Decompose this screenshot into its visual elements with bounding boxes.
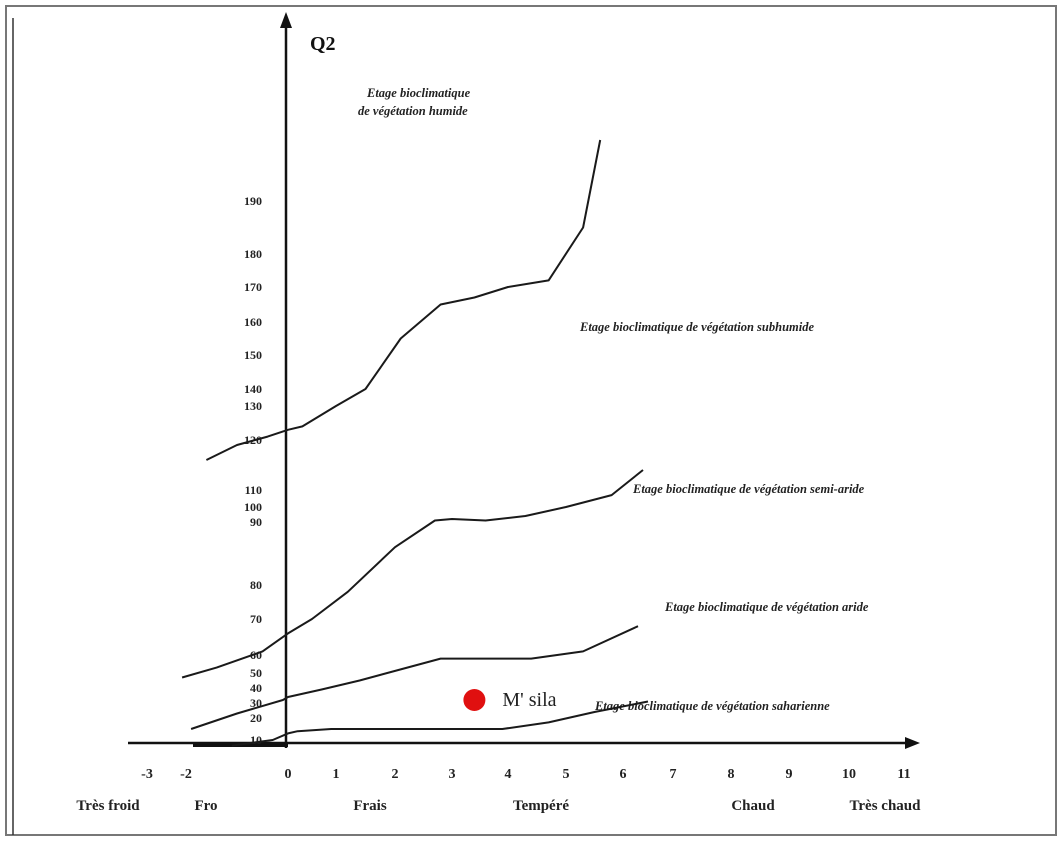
x-tick-label: 9 <box>786 767 793 782</box>
etage-subhumide-label: Etage bioclimatique de végétation subhum… <box>579 320 814 334</box>
y-tick-label: 10 <box>250 733 262 747</box>
y-tick-label: 170 <box>244 280 262 294</box>
station-point <box>463 689 486 711</box>
y-tick-label: 70 <box>250 612 262 626</box>
zone-label: Chaud <box>731 798 775 814</box>
zone-label: Tempéré <box>513 798 569 814</box>
x-tick-label: 6 <box>620 767 627 782</box>
boundary-curves <box>181 139 649 747</box>
boundary-curve-2 <box>181 469 644 679</box>
y-tick-label: 80 <box>250 578 262 592</box>
etage-saharienne-label: Etage bioclimatique de végétation sahari… <box>594 699 830 713</box>
x-tick-label: 11 <box>897 767 910 782</box>
x-tick-label: 1 <box>333 767 340 782</box>
y-axis-arrow <box>280 12 292 28</box>
etage-aride-label: Etage bioclimatique de végétation aride <box>664 600 869 614</box>
y-tick-label: 100 <box>244 500 262 514</box>
x-tick-labels: -3 -2 0 1 2 3 4 5 6 7 8 9 10 11 <box>141 767 910 782</box>
y-tick-label: 90 <box>250 515 262 529</box>
temperature-zone-labels: Très froid Fro Frais Tempéré Chaud Très chaud <box>76 798 921 814</box>
y-tick-label: 40 <box>250 681 262 695</box>
x-tick-label: 2 <box>392 767 399 782</box>
etage-humide-label-line1: Etage bioclimatique <box>366 86 471 100</box>
boundary-curve-4 <box>231 700 649 747</box>
zone-label: Très chaud <box>850 798 922 814</box>
y-tick-label: 140 <box>244 382 262 396</box>
y-tick-label: 110 <box>245 483 262 497</box>
y-tick-label: 130 <box>244 399 262 413</box>
y-tick-label: 180 <box>244 247 262 261</box>
y-tick-label: 50 <box>250 666 262 680</box>
y-tick-labels: 1020304050607080901001101201301401501601… <box>244 194 262 747</box>
x-tick-label: 8 <box>728 767 735 782</box>
x-tick-label: -2 <box>180 767 192 782</box>
y-tick-label: 150 <box>244 348 262 362</box>
zone-label: Fro <box>194 798 217 814</box>
etage-humide-label-line2: de végétation humide <box>358 104 468 118</box>
boundary-curve-3 <box>190 625 639 730</box>
x-tick-label: 4 <box>505 767 512 782</box>
x-tick-label: 0 <box>285 767 292 782</box>
station-points: M' sila <box>463 689 557 711</box>
boundary-curve-1 <box>205 139 602 461</box>
y-tick-label: 190 <box>244 194 262 208</box>
etage-semi-aride-label: Etage bioclimatique de végétation semi-a… <box>632 482 865 496</box>
y-tick-label: 60 <box>250 648 262 662</box>
x-tick-label: 5 <box>563 767 570 782</box>
zone-label: Frais <box>353 798 386 814</box>
y-axis-label: Q2 <box>310 33 336 55</box>
station-label: M' sila <box>502 689 556 711</box>
x-tick-label: 3 <box>449 767 456 782</box>
y-tick-label: 20 <box>250 711 262 725</box>
x-tick-label: 7 <box>670 767 677 782</box>
x-tick-label: 10 <box>842 767 856 782</box>
x-tick-label: -3 <box>141 767 153 782</box>
figure-border <box>5 5 1057 836</box>
x-axis-arrow <box>905 737 920 749</box>
y-tick-label: 160 <box>244 315 262 329</box>
zone-label: Très froid <box>76 798 140 814</box>
